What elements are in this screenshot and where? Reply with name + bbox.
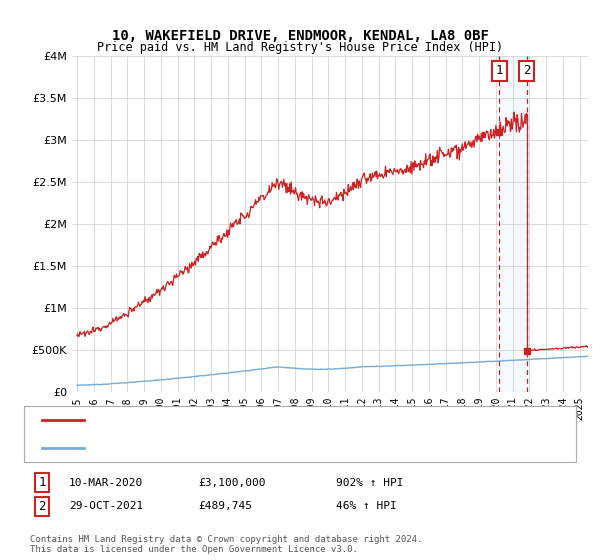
Text: 2: 2 — [38, 500, 46, 513]
Text: 2: 2 — [523, 64, 530, 77]
Text: 10, WAKEFIELD DRIVE, ENDMOOR, KENDAL, LA8 0BF: 10, WAKEFIELD DRIVE, ENDMOOR, KENDAL, LA… — [112, 29, 488, 44]
Text: 29-OCT-2021: 29-OCT-2021 — [69, 501, 143, 511]
Text: Price paid vs. HM Land Registry's House Price Index (HPI): Price paid vs. HM Land Registry's House … — [97, 41, 503, 54]
Text: HPI: Average price, detached house, Westmorland and Furness: HPI: Average price, detached house, West… — [96, 443, 465, 453]
Text: 10, WAKEFIELD DRIVE, ENDMOOR, KENDAL, LA8 0BF (detached house): 10, WAKEFIELD DRIVE, ENDMOOR, KENDAL, LA… — [96, 415, 484, 425]
Bar — [499, 56, 527, 392]
Text: 902% ↑ HPI: 902% ↑ HPI — [336, 478, 404, 488]
Text: Contains HM Land Registry data © Crown copyright and database right 2024.
This d: Contains HM Land Registry data © Crown c… — [30, 535, 422, 554]
Text: £3,100,000: £3,100,000 — [198, 478, 265, 488]
Text: 1: 1 — [495, 64, 503, 77]
Text: £489,745: £489,745 — [198, 501, 252, 511]
Text: 46% ↑ HPI: 46% ↑ HPI — [336, 501, 397, 511]
Text: 10-MAR-2020: 10-MAR-2020 — [69, 478, 143, 488]
Text: 1: 1 — [38, 476, 46, 489]
